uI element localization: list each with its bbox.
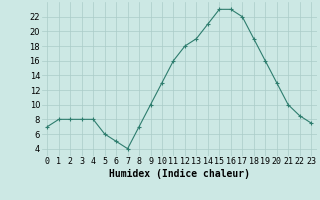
X-axis label: Humidex (Indice chaleur): Humidex (Indice chaleur)	[109, 169, 250, 179]
